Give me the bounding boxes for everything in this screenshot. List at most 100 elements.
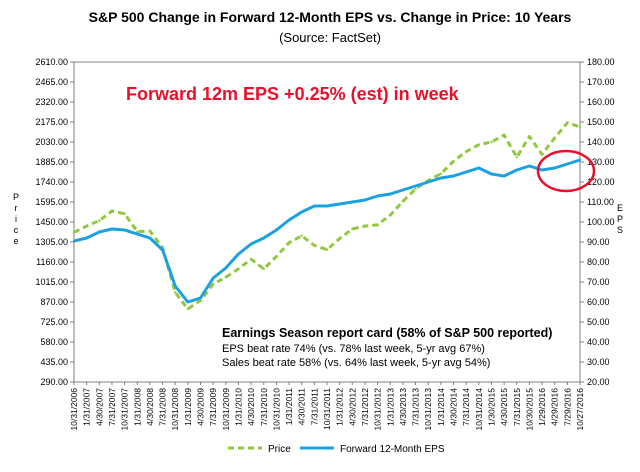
eps-point <box>464 170 468 174</box>
legend-eps-label: Forward 12-Month EPS <box>340 444 445 455</box>
x-tick-label: 1/31/2014 <box>436 388 446 426</box>
y-left-tick-label: 435.00 <box>40 357 68 367</box>
price-point <box>211 282 215 286</box>
eps-point <box>439 176 443 180</box>
x-tick-label: 10/31/2009 <box>221 388 231 431</box>
chart-title: S&P 500 Change in Forward 12-Month EPS v… <box>89 9 572 25</box>
y-left-axis-title-letter: i <box>15 214 17 224</box>
eps-point <box>502 174 506 178</box>
y-left-tick-label: 1595.00 <box>35 197 68 207</box>
x-tick-label: 4/30/2015 <box>499 388 509 426</box>
eps-point <box>414 184 417 188</box>
y-right-tick-label: 40.00 <box>587 337 610 347</box>
y-left-tick-label: 2610.00 <box>35 57 68 67</box>
x-tick-label: 1/29/2016 <box>537 388 547 426</box>
y-right-tick-label: 20.00 <box>587 377 610 387</box>
x-tick-label: 4/29/2016 <box>550 388 560 426</box>
x-tick-label: 4/30/2011 <box>297 388 307 425</box>
eps-point <box>211 276 215 280</box>
price-point <box>98 219 101 222</box>
x-tick-label: 4/30/2008 <box>145 388 155 426</box>
y-right-tick-label: 160.00 <box>587 97 615 107</box>
eps-point <box>452 174 455 178</box>
x-tick-label: 4/30/2007 <box>94 388 104 426</box>
y-left-tick-label: 290.00 <box>40 377 68 387</box>
x-tick-label: 1/31/2007 <box>82 388 92 426</box>
price-point <box>237 267 240 271</box>
price-point <box>414 187 417 191</box>
eps-point <box>224 266 227 270</box>
price-point <box>300 234 303 237</box>
y-right-tick-label: 170.00 <box>587 77 615 87</box>
y-left-tick-label: 2175.00 <box>35 117 68 127</box>
y-left-tick-label: 1885.00 <box>35 157 68 167</box>
price-point <box>275 255 278 258</box>
price-point <box>85 224 88 228</box>
x-tick-label: 1/31/2011 <box>284 388 294 425</box>
price-point <box>566 121 569 124</box>
axes-layer: 290.00 435.00 580.00 725.00 870.00 1015.00 116… <box>13 57 623 431</box>
x-tick-label: 10/30/2015 <box>524 388 534 431</box>
y-left-tick-label: 1305.00 <box>35 237 68 247</box>
x-tick-label: 1/31/2010 <box>233 388 243 426</box>
y-left-tick-label: 580.00 <box>40 337 68 347</box>
y-left-axis-title-letter: e <box>13 236 18 246</box>
x-tick-label: 10/31/2006 <box>69 388 79 431</box>
price-point <box>439 172 443 175</box>
eps-point <box>401 188 405 192</box>
highlight-circle <box>536 149 596 193</box>
price-point <box>452 160 455 163</box>
legend-price-label: Price <box>268 444 291 455</box>
price-point <box>72 231 76 234</box>
legend: Price Forward 12-Month EPS <box>228 444 445 455</box>
y-right-tick-label: 150.00 <box>587 117 615 127</box>
price-point <box>515 155 518 159</box>
price-point <box>148 229 152 233</box>
x-tick-label: 7/31/2010 <box>259 388 269 426</box>
eps-point <box>148 236 152 240</box>
price-point <box>224 275 227 279</box>
eps-point <box>515 168 518 172</box>
x-tick-label: 4/30/2014 <box>449 388 459 426</box>
price-point <box>262 267 265 271</box>
price-point <box>389 213 392 217</box>
x-tick-label: 10/31/2008 <box>170 388 180 431</box>
y-left-axis-title-letter: P <box>13 192 19 202</box>
y-right-tick-label: 140.00 <box>587 137 615 147</box>
price-point <box>313 244 316 247</box>
eps-point <box>490 172 493 176</box>
x-tick-label: 7/31/2009 <box>208 388 218 426</box>
price-point <box>287 241 291 244</box>
eps-point <box>376 194 379 198</box>
eps-point <box>98 230 101 234</box>
x-tick-label: 7/31/2015 <box>512 388 522 426</box>
price-point <box>338 237 341 240</box>
y-left-axis-title-letter: c <box>14 225 19 235</box>
eps-point <box>553 166 556 170</box>
eps-point <box>325 204 329 208</box>
eps-point <box>72 239 76 243</box>
x-tick-label: 10/31/2011 <box>322 388 332 430</box>
x-tick-label: 10/31/2014 <box>474 388 484 431</box>
report-card-title: Earnings Season report card (58% of S&P … <box>222 326 552 340</box>
price-point <box>325 248 329 251</box>
price-point <box>199 299 202 302</box>
headline-annotation: Forward 12m EPS +0.25% (est) in week <box>126 84 460 104</box>
x-tick-label: 7/31/2012 <box>360 388 370 426</box>
eps-point <box>199 296 202 300</box>
y-right-axis-title-letter: E <box>617 203 623 213</box>
x-tick-label: 10/31/2010 <box>271 388 281 431</box>
eps-point <box>338 202 341 206</box>
price-point <box>578 125 582 129</box>
y-right-tick-label: 180.00 <box>587 57 615 67</box>
eps-point <box>528 164 531 168</box>
y-right-tick-label: 90.00 <box>587 237 610 247</box>
y-left-tick-label: 1450.00 <box>35 217 68 227</box>
eps-point <box>85 236 88 240</box>
report-card-eps-line: EPS beat rate 74% (vs. 78% last week, 5-… <box>222 343 485 355</box>
x-tick-label: 1/31/2013 <box>385 388 395 426</box>
price-point <box>528 135 531 138</box>
price-point <box>123 212 126 215</box>
price-point <box>363 224 367 228</box>
y-left-tick-label: 870.00 <box>40 297 68 307</box>
